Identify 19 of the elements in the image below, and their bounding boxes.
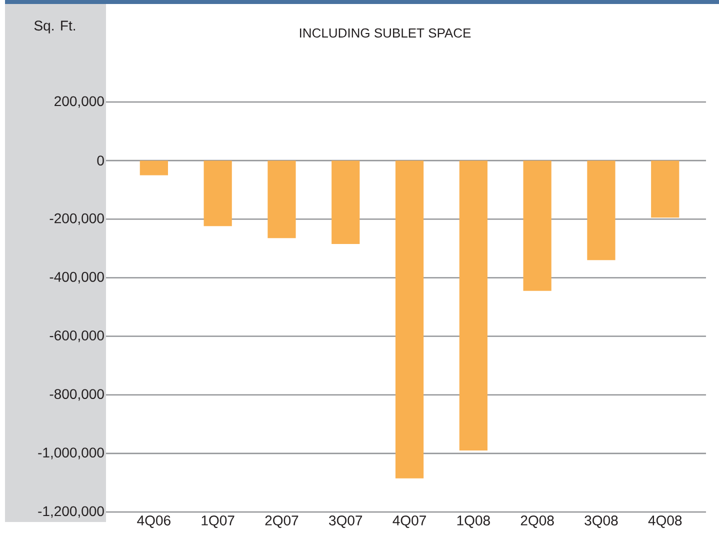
y-tick-label: -1,000,000: [38, 448, 104, 460]
x-tick-label: 2Q07: [265, 516, 298, 528]
x-tick-label: 2Q08: [520, 516, 554, 528]
y-tick-label: 200,000: [54, 96, 104, 108]
y-tick-label: -1,200,000: [38, 506, 104, 518]
x-tick-label: 4Q06: [137, 516, 170, 528]
x-tick-label: 3Q08: [584, 516, 618, 528]
y-tick-label: -800,000: [50, 389, 104, 401]
x-tick-label: 4Q07: [392, 516, 426, 528]
y-tick-label: 0: [97, 156, 104, 166]
x-tick-label: 1Q08: [457, 516, 490, 528]
x-tick-label: 1Q07: [202, 516, 234, 528]
y-tick-label: -200,000: [50, 213, 104, 225]
y-tick-label: -400,000: [50, 272, 104, 284]
x-tick-label: 4Q08: [648, 516, 682, 528]
y-axis-title: Sq. Ft.: [34, 20, 75, 34]
y-tick-label: -600,000: [50, 330, 104, 342]
chart-title: INCLUDING SUBLET SPACE: [300, 28, 471, 38]
x-tick-label: 3Q07: [329, 516, 362, 528]
